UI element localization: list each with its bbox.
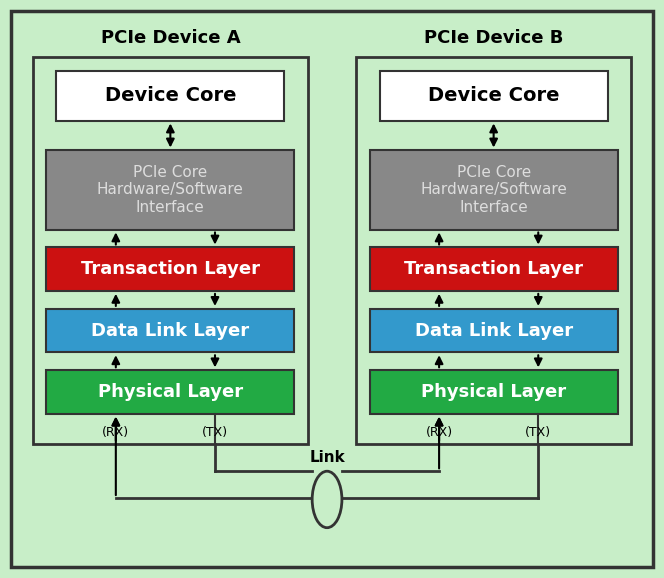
Bar — [56, 71, 284, 121]
Bar — [46, 150, 294, 229]
Text: Data Link Layer: Data Link Layer — [92, 321, 250, 340]
Text: (RX): (RX) — [426, 425, 453, 439]
Text: PCIe Core
Hardware/Software
Interface: PCIe Core Hardware/Software Interface — [420, 165, 567, 215]
Text: (TX): (TX) — [525, 425, 551, 439]
Ellipse shape — [312, 471, 342, 528]
Bar — [46, 370, 294, 414]
Bar — [356, 57, 631, 443]
Text: Data Link Layer: Data Link Layer — [414, 321, 572, 340]
Text: Link: Link — [309, 450, 345, 465]
Text: (RX): (RX) — [102, 425, 129, 439]
Text: Transaction Layer: Transaction Layer — [81, 260, 260, 278]
Text: (TX): (TX) — [202, 425, 228, 439]
Text: Device Core: Device Core — [428, 86, 559, 105]
Text: PCIe Device B: PCIe Device B — [424, 29, 563, 47]
Bar — [370, 150, 618, 229]
Bar — [370, 370, 618, 414]
Text: Physical Layer: Physical Layer — [421, 383, 566, 401]
Text: Device Core: Device Core — [105, 86, 236, 105]
Bar — [370, 247, 618, 291]
Text: PCIe Device A: PCIe Device A — [100, 29, 240, 47]
Text: PCIe Core
Hardware/Software
Interface: PCIe Core Hardware/Software Interface — [97, 165, 244, 215]
Bar — [46, 309, 294, 353]
Bar — [33, 57, 308, 443]
Bar — [46, 247, 294, 291]
Bar — [380, 71, 608, 121]
Text: Physical Layer: Physical Layer — [98, 383, 243, 401]
Bar — [370, 309, 618, 353]
Text: Transaction Layer: Transaction Layer — [404, 260, 583, 278]
